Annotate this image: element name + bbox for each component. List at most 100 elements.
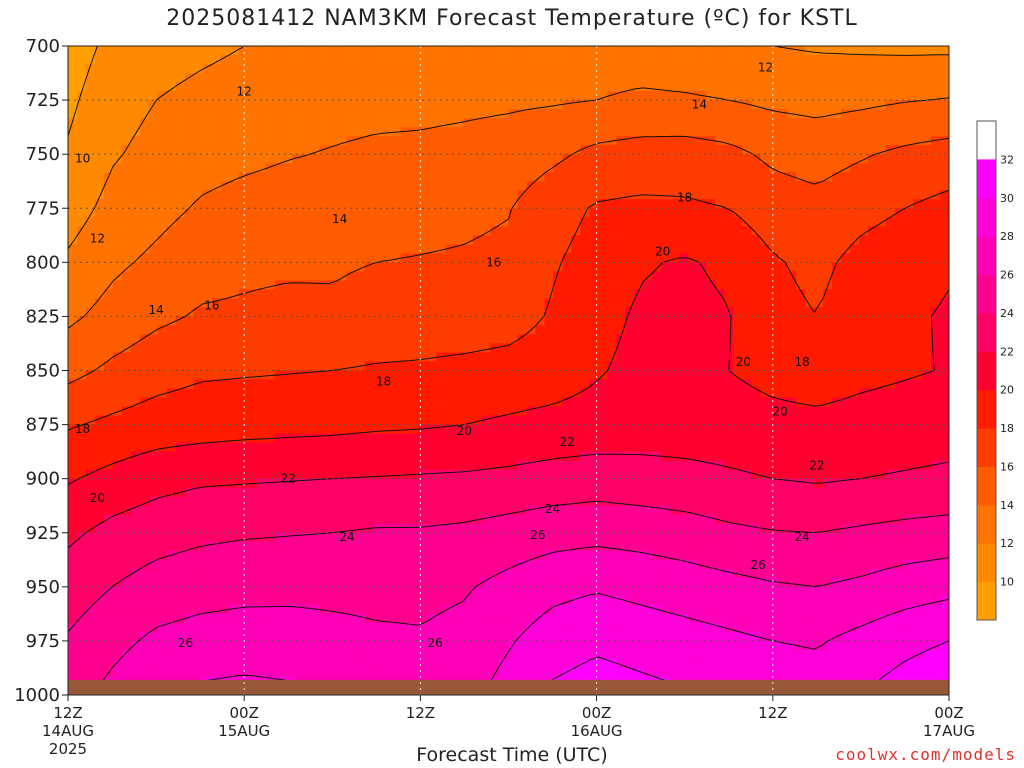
- temperature-cell: [481, 316, 492, 327]
- temperature-cell: [292, 451, 303, 462]
- temperature-cell: [697, 307, 707, 318]
- temperature-cell: [328, 289, 339, 299]
- temperature-cell: [364, 73, 375, 83]
- temperature-cell: [400, 244, 411, 254]
- temperature-cell: [481, 370, 492, 381]
- temperature-cell: [886, 460, 896, 471]
- temperature-cell: [607, 127, 617, 137]
- temperature-cell: [319, 253, 330, 263]
- temperature-cell: [256, 154, 267, 164]
- temperature-cell: [508, 469, 519, 480]
- temperature-cell: [247, 181, 258, 191]
- temperature-cell: [220, 343, 231, 354]
- temperature-cell: [211, 217, 222, 227]
- temperature-cell: [616, 424, 626, 435]
- temperature-cell: [643, 280, 653, 290]
- temperature-cell: [382, 73, 393, 83]
- temperature-cell: [364, 262, 375, 272]
- temperature-cell: [68, 136, 78, 146]
- temperature-cell: [940, 280, 949, 290]
- temperature-cell: [796, 118, 806, 128]
- temperature-cell: [832, 442, 842, 453]
- temperature-cell: [211, 208, 222, 218]
- temperature-cell: [895, 433, 905, 444]
- temperature-cell: [760, 262, 770, 272]
- temperature-cell: [688, 64, 698, 74]
- temperature-cell: [535, 325, 546, 336]
- temperature-cell: [400, 226, 411, 236]
- temperature-cell: [112, 190, 123, 200]
- temperature-cell: [364, 208, 375, 218]
- temperature-cell: [643, 208, 653, 218]
- temperature-cell: [247, 127, 258, 137]
- temperature-cell: [535, 280, 546, 290]
- temperature-cell: [706, 271, 716, 281]
- temperature-cell: [418, 406, 429, 417]
- temperature-cell: [517, 253, 528, 263]
- temperature-cell: [778, 82, 788, 92]
- temperature-cell: [274, 289, 285, 299]
- temperature-cell: [193, 64, 204, 74]
- temperature-cell: [94, 343, 105, 354]
- temperature-cell: [130, 280, 141, 290]
- temperature-cell: [859, 460, 869, 471]
- temperature-cell: [814, 244, 824, 254]
- temperature-cell: [247, 469, 258, 480]
- temperature-cell: [841, 361, 851, 372]
- temperature-cell: [814, 208, 824, 218]
- temperature-cell: [544, 253, 555, 263]
- temperature-cell: [868, 478, 878, 489]
- temperature-cell: [859, 316, 869, 327]
- temperature-cell: [760, 361, 770, 372]
- temperature-cell: [85, 334, 96, 345]
- temperature-cell: [805, 244, 815, 254]
- temperature-cell: [625, 172, 635, 182]
- temperature-cell: [382, 334, 393, 345]
- temperature-cell: [247, 244, 258, 254]
- temperature-cell: [814, 388, 824, 399]
- temperature-cell: [166, 280, 177, 290]
- temperature-cell: [409, 496, 420, 507]
- temperature-cell: [922, 379, 932, 390]
- temperature-cell: [382, 190, 393, 200]
- temperature-cell: [112, 298, 123, 308]
- temperature-cell: [868, 496, 878, 507]
- temperature-cell: [148, 208, 159, 218]
- temperature-cell: [472, 307, 483, 318]
- temperature-cell: [328, 352, 339, 363]
- temperature-cell: [382, 109, 393, 119]
- temperature-cell: [877, 172, 887, 182]
- temperature-cell: [724, 325, 734, 336]
- temperature-cell: [292, 208, 303, 218]
- temperature-cell: [274, 118, 285, 128]
- temperature-cell: [490, 370, 501, 381]
- temperature-cell: [859, 478, 869, 489]
- temperature-cell: [823, 325, 833, 336]
- temperature-cell: [625, 208, 635, 218]
- temperature-cell: [382, 496, 393, 507]
- temperature-cell: [283, 253, 294, 263]
- temperature-cell: [688, 262, 698, 272]
- temperature-cell: [580, 406, 591, 417]
- temperature-cell: [202, 253, 213, 263]
- temperature-cell: [85, 289, 96, 299]
- temperature-cell: [202, 442, 213, 453]
- temperature-cell: [481, 226, 492, 236]
- temperature-cell: [436, 64, 447, 74]
- temperature-cell: [517, 388, 528, 399]
- temperature-cell: [688, 325, 698, 336]
- temperature-cell: [517, 289, 528, 299]
- temperature-cell: [580, 262, 591, 272]
- temperature-cell: [886, 172, 896, 182]
- temperature-cell: [364, 316, 375, 327]
- temperature-cell: [283, 379, 294, 390]
- temperature-cell: [796, 253, 806, 263]
- temperature-cell: [562, 199, 573, 209]
- temperature-cell: [751, 487, 761, 498]
- temperature-cell: [319, 280, 330, 290]
- temperature-cell: [256, 181, 267, 191]
- temperature-cell: [157, 271, 168, 281]
- temperature-cell: [895, 325, 905, 336]
- temperature-cell: [508, 190, 519, 200]
- temperature-cell: [427, 190, 438, 200]
